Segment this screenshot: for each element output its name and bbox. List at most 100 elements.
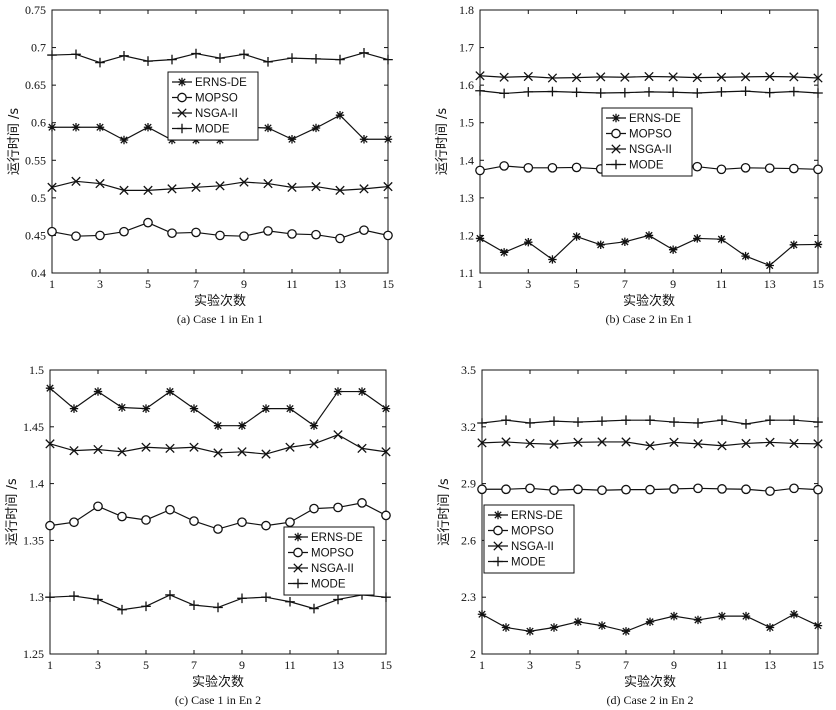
data-point bbox=[501, 623, 511, 632]
data-point bbox=[165, 443, 175, 454]
data-point bbox=[597, 621, 607, 630]
legend: ERNS-DE MOPSO NSGA-II MODE bbox=[167, 71, 259, 141]
data-point bbox=[69, 517, 79, 528]
data-point bbox=[692, 88, 703, 98]
data-point bbox=[499, 248, 509, 257]
data-point bbox=[741, 251, 750, 261]
legend-marker bbox=[493, 525, 503, 536]
x-tick-label: 15 bbox=[812, 658, 824, 672]
data-point bbox=[693, 234, 702, 243]
data-point bbox=[595, 88, 606, 98]
x-tick-label: 11 bbox=[716, 658, 728, 672]
data-point bbox=[644, 87, 654, 97]
data-point bbox=[475, 165, 485, 176]
data-point bbox=[117, 447, 127, 457]
legend: ERNS-DE MOPSO NSGA-II MODE bbox=[601, 107, 693, 177]
data-point bbox=[381, 592, 391, 602]
x-axis-label: 实验次数 bbox=[192, 674, 244, 690]
data-point bbox=[499, 161, 509, 171]
data-point bbox=[45, 592, 55, 602]
data-point bbox=[45, 383, 55, 393]
legend-label: NSGA-II bbox=[511, 541, 554, 553]
legend-label: MODE bbox=[195, 124, 230, 136]
series-mode bbox=[475, 85, 823, 99]
data-point bbox=[311, 54, 321, 64]
legend-marker bbox=[293, 532, 303, 542]
legend-marker bbox=[293, 578, 303, 589]
data-point bbox=[189, 516, 199, 526]
data-point bbox=[716, 72, 727, 82]
y-tick-label: 2.3 bbox=[461, 590, 476, 604]
data-point bbox=[309, 421, 319, 430]
chart-panel-2: 1 3 5 7 9 11 13 151.11.21.31.41.51.61.71.8实验次数运… bbox=[435, 3, 824, 326]
legend-label: MOPSO bbox=[511, 526, 554, 538]
legend-marker bbox=[611, 113, 621, 123]
x-tick-label: 1 bbox=[479, 658, 485, 672]
data-point bbox=[141, 404, 151, 413]
data-point bbox=[523, 71, 533, 82]
y-tick-label: 1.6 bbox=[459, 78, 474, 92]
data-point bbox=[383, 181, 393, 192]
x-tick-label: 7 bbox=[622, 277, 628, 291]
y-tick-label: 1.1 bbox=[459, 266, 474, 280]
data-point bbox=[237, 517, 247, 528]
legend-marker bbox=[177, 108, 187, 118]
data-point bbox=[71, 49, 81, 60]
data-point bbox=[143, 185, 153, 196]
legend-marker bbox=[611, 159, 621, 170]
data-point bbox=[285, 596, 295, 607]
data-point bbox=[335, 54, 345, 65]
data-point bbox=[165, 387, 175, 396]
legend-label: ERNS-DE bbox=[511, 510, 563, 522]
data-point bbox=[501, 484, 511, 495]
plot-frame bbox=[481, 369, 819, 655]
x-tick-label: 7 bbox=[191, 658, 197, 672]
legend-marker bbox=[293, 563, 303, 573]
data-point bbox=[524, 237, 533, 247]
data-point bbox=[597, 485, 607, 496]
data-point bbox=[141, 601, 151, 612]
data-point bbox=[93, 444, 103, 455]
data-point bbox=[573, 417, 583, 427]
data-point bbox=[547, 86, 558, 97]
data-point bbox=[45, 439, 55, 449]
data-point bbox=[119, 135, 129, 145]
legend-marker bbox=[611, 144, 621, 154]
series-mopso bbox=[47, 217, 393, 244]
data-point bbox=[669, 484, 679, 494]
x-axis-label: 实验次数 bbox=[624, 674, 676, 690]
y-axis-label: 运行时间 /s bbox=[5, 478, 20, 546]
data-point bbox=[789, 163, 799, 174]
data-point bbox=[499, 72, 509, 82]
data-point bbox=[263, 123, 273, 133]
x-tick-label: 15 bbox=[380, 658, 392, 672]
data-point bbox=[189, 442, 199, 452]
data-point bbox=[645, 415, 655, 425]
y-tick-label: 0.4 bbox=[31, 266, 46, 280]
legend-label: ERNS-DE bbox=[195, 77, 247, 89]
data-point bbox=[357, 387, 367, 396]
data-point bbox=[71, 123, 81, 132]
series-mopso bbox=[477, 483, 823, 497]
data-point bbox=[285, 442, 295, 452]
data-point bbox=[764, 163, 775, 174]
data-point bbox=[359, 184, 369, 194]
y-tick-label: 1.25 bbox=[23, 647, 44, 661]
legend-marker bbox=[177, 123, 187, 134]
data-point bbox=[549, 485, 559, 496]
y-tick-label: 1.7 bbox=[459, 41, 474, 55]
y-tick-label: 2 bbox=[470, 647, 476, 661]
data-point bbox=[69, 445, 79, 456]
legend-label: NSGA-II bbox=[195, 108, 238, 120]
data-point bbox=[573, 484, 583, 495]
x-tick-label: 13 bbox=[764, 658, 776, 672]
legend-marker bbox=[493, 556, 503, 567]
data-point bbox=[501, 415, 511, 425]
x-tick-label: 11 bbox=[716, 277, 728, 291]
data-point bbox=[693, 418, 703, 428]
y-tick-label: 1.35 bbox=[23, 533, 44, 547]
data-point bbox=[45, 520, 55, 531]
data-point bbox=[669, 611, 679, 621]
data-point bbox=[261, 592, 271, 602]
